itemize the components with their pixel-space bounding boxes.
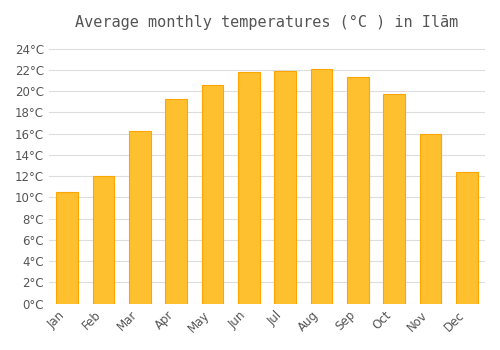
- Bar: [129, 131, 150, 304]
- Bar: [56, 192, 78, 304]
- Bar: [92, 176, 114, 304]
- Bar: [420, 134, 442, 304]
- Bar: [202, 85, 224, 304]
- Bar: [384, 94, 405, 304]
- Bar: [456, 172, 477, 304]
- Bar: [166, 99, 187, 304]
- Bar: [310, 69, 332, 304]
- Bar: [274, 71, 296, 304]
- Title: Average monthly temperatures (°C ) in Ilām: Average monthly temperatures (°C ) in Il…: [76, 15, 458, 30]
- Bar: [238, 72, 260, 304]
- Bar: [347, 77, 368, 304]
